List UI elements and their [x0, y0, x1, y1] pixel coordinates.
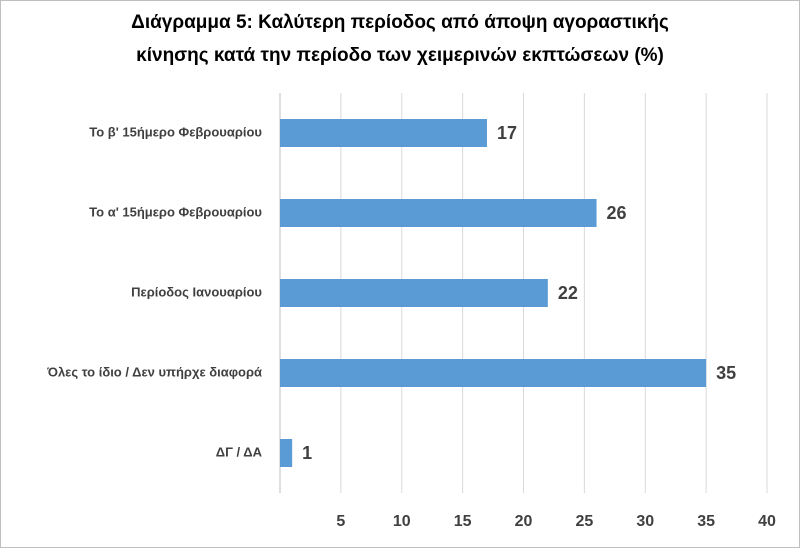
- y-tick-label: ΔΓ / ΔΑ: [216, 444, 263, 459]
- data-label: 26: [607, 203, 627, 223]
- x-tick-label: 25: [575, 513, 593, 530]
- bar: [280, 199, 597, 227]
- bar: [280, 119, 487, 147]
- y-tick-label: Το β' 15ήμερο Φεβρουαρίου: [89, 124, 262, 139]
- x-tick-label: 15: [454, 513, 472, 530]
- x-tick-label: 5: [336, 513, 345, 530]
- x-tick-label: 10: [393, 513, 411, 530]
- x-tick-label: 40: [758, 513, 776, 530]
- bar: [280, 359, 707, 387]
- x-tick-label: 35: [697, 513, 715, 530]
- y-tick-label: Το α' 15ήμερο Φεβρουαρίου: [89, 204, 262, 219]
- x-tick-label: 20: [515, 513, 533, 530]
- bar: [280, 439, 293, 467]
- data-label: 1: [302, 443, 312, 463]
- bar: [280, 279, 548, 307]
- y-tick-label: Περίοδος Ιανουαρίου: [131, 284, 262, 299]
- data-label: 17: [497, 123, 517, 143]
- chart-title: κίνησης κατά την περίοδο των χειμερινών …: [136, 45, 664, 66]
- chart-title: Διάγραμμα 5: Καλύτερη περίοδος από άποψη…: [131, 12, 669, 33]
- x-tick-label: 30: [636, 513, 654, 530]
- y-tick-label: Όλες το ίδιο / Δεν υπήρχε διαφορά: [46, 364, 262, 379]
- data-label: 35: [716, 363, 736, 383]
- data-label: 22: [558, 283, 578, 303]
